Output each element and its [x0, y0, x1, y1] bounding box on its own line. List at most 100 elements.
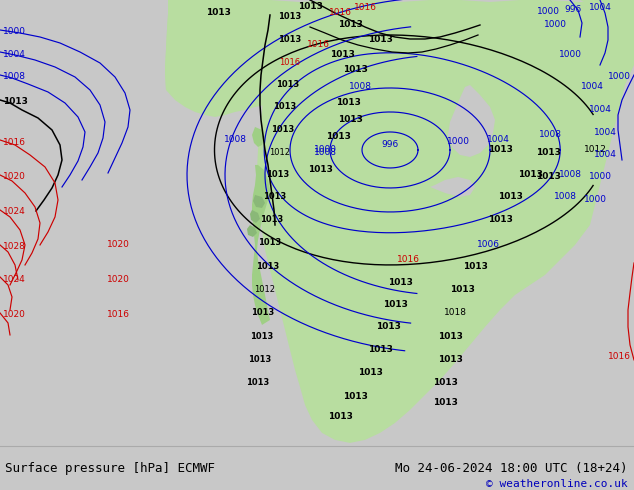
Text: 1013: 1013	[256, 263, 280, 271]
Text: 1004: 1004	[581, 82, 604, 92]
Polygon shape	[247, 225, 257, 237]
Text: 1013: 1013	[263, 193, 287, 201]
Polygon shape	[252, 165, 270, 325]
Text: 1024: 1024	[3, 275, 26, 285]
Text: 1013: 1013	[536, 172, 560, 181]
Text: 1013: 1013	[463, 263, 488, 271]
Text: 1000: 1000	[583, 196, 607, 204]
Text: 1004: 1004	[3, 50, 26, 59]
Text: 1013: 1013	[247, 378, 269, 388]
Text: 1013: 1013	[297, 2, 323, 11]
Text: 1013: 1013	[249, 355, 271, 365]
Text: 1008: 1008	[313, 148, 337, 157]
Text: 1013: 1013	[3, 98, 28, 106]
Text: 1016: 1016	[3, 139, 26, 147]
Text: 1008: 1008	[224, 135, 247, 145]
Text: 1008: 1008	[538, 130, 562, 140]
Text: 1018: 1018	[444, 308, 467, 318]
Text: 1004: 1004	[593, 128, 616, 138]
Text: 1013: 1013	[326, 132, 351, 142]
Text: 1013: 1013	[278, 13, 302, 22]
Text: 1020: 1020	[107, 241, 129, 249]
Polygon shape	[253, 195, 265, 208]
Text: 1013: 1013	[342, 66, 368, 74]
Text: 1028: 1028	[3, 243, 26, 251]
Text: 1013: 1013	[271, 125, 295, 134]
Polygon shape	[252, 127, 265, 147]
Polygon shape	[250, 210, 260, 223]
Text: 1000: 1000	[559, 50, 581, 59]
Text: 1013: 1013	[358, 368, 382, 377]
Text: 1016: 1016	[280, 58, 301, 68]
Text: 1013: 1013	[335, 98, 361, 107]
Text: 1013: 1013	[307, 166, 332, 174]
Text: 1004: 1004	[588, 3, 611, 12]
Text: 1024: 1024	[3, 207, 26, 217]
Text: Surface pressure [hPa] ECMWF: Surface pressure [hPa] ECMWF	[5, 462, 215, 475]
Text: 1000: 1000	[608, 73, 631, 81]
Text: 1016: 1016	[608, 352, 631, 362]
Text: 1000: 1000	[3, 27, 26, 36]
Text: 1012: 1012	[269, 148, 290, 157]
Polygon shape	[570, 2, 580, 12]
Polygon shape	[448, 85, 495, 157]
Text: 1013: 1013	[536, 148, 560, 157]
Text: 1012: 1012	[254, 286, 276, 294]
Text: © weatheronline.co.uk: © weatheronline.co.uk	[486, 479, 628, 489]
Text: 1013: 1013	[517, 171, 543, 179]
Text: 1004: 1004	[588, 105, 611, 115]
Polygon shape	[165, 0, 634, 443]
Text: 1013: 1013	[337, 116, 363, 124]
Text: 1013: 1013	[251, 308, 275, 318]
Text: 1013: 1013	[437, 355, 462, 365]
Polygon shape	[589, 4, 601, 16]
Text: 1013: 1013	[278, 35, 302, 45]
Text: 1013: 1013	[266, 171, 290, 179]
Text: 1013: 1013	[488, 216, 512, 224]
Text: 1013: 1013	[328, 413, 353, 421]
Text: 1013: 1013	[437, 332, 462, 342]
Text: 1016: 1016	[328, 8, 351, 18]
Text: 1013: 1013	[450, 286, 474, 294]
Text: 1013: 1013	[368, 345, 392, 354]
Text: 1013: 1013	[276, 80, 300, 90]
Text: 1013: 1013	[205, 8, 230, 18]
Text: 1000: 1000	[313, 146, 337, 154]
Text: 1013: 1013	[261, 216, 283, 224]
Text: 1013: 1013	[382, 300, 408, 310]
Text: 1013: 1013	[259, 239, 281, 247]
Text: 1013: 1013	[498, 193, 522, 201]
Text: Mo 24-06-2024 18:00 UTC (18+24): Mo 24-06-2024 18:00 UTC (18+24)	[395, 462, 628, 475]
Text: 996: 996	[564, 5, 581, 14]
Polygon shape	[165, 0, 270, 117]
Text: 1013: 1013	[337, 21, 363, 29]
Text: 1020: 1020	[3, 311, 26, 319]
Text: 1013: 1013	[368, 35, 392, 45]
Polygon shape	[602, 7, 618, 23]
Text: 1000: 1000	[536, 7, 559, 16]
Text: 1000: 1000	[588, 172, 612, 181]
Text: 1013: 1013	[273, 102, 297, 112]
Text: 1013: 1013	[330, 50, 354, 59]
Text: 1013: 1013	[488, 146, 512, 154]
Text: 1012: 1012	[583, 146, 607, 154]
Polygon shape	[580, 0, 634, 40]
Text: 1013: 1013	[432, 398, 458, 407]
Text: 1008: 1008	[559, 171, 581, 179]
Text: 1020: 1020	[107, 275, 129, 285]
Text: 1004: 1004	[486, 135, 510, 145]
Polygon shape	[430, 177, 475, 197]
Text: 1020: 1020	[3, 172, 26, 181]
Text: 1016: 1016	[306, 41, 330, 49]
Text: 1000: 1000	[543, 21, 567, 29]
Text: 1013: 1013	[387, 278, 413, 288]
Text: 1006: 1006	[477, 241, 500, 249]
Text: 1016: 1016	[107, 311, 129, 319]
Text: 1004: 1004	[593, 150, 616, 159]
Text: 1016: 1016	[354, 3, 377, 13]
Text: 1000: 1000	[446, 138, 470, 147]
Text: 1008: 1008	[553, 193, 576, 201]
Text: 1013: 1013	[250, 332, 274, 342]
Text: 1013: 1013	[375, 322, 401, 331]
Text: 1008: 1008	[3, 73, 26, 81]
